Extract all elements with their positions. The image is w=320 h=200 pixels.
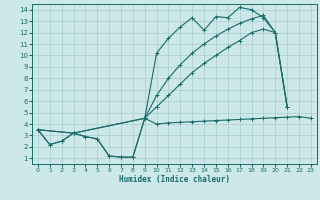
X-axis label: Humidex (Indice chaleur): Humidex (Indice chaleur): [119, 175, 230, 184]
